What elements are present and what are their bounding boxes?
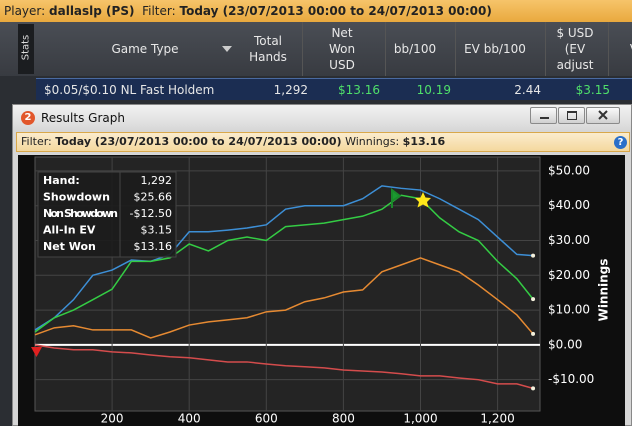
- stat-label: All-In EV: [43, 224, 96, 237]
- label: Filter:: [142, 4, 176, 18]
- filter-bar: Filter: Today (23/07/2013 00:00 to 24/07…: [16, 132, 630, 152]
- x-tick-label: 400: [178, 412, 201, 426]
- column-header[interactable]: Total Hands: [249, 34, 287, 64]
- cell: $13.16: [338, 83, 380, 97]
- column-header[interactable]: Net Won USD: [328, 26, 356, 72]
- series-line: [34, 257, 534, 339]
- label: Filter:: [21, 135, 52, 148]
- y-tick-label: $20.00: [548, 268, 590, 282]
- minimize-button[interactable]: [530, 107, 557, 124]
- end-point: [531, 331, 536, 336]
- window-number: 2: [21, 111, 35, 125]
- stat-label: Showdown: [43, 191, 110, 204]
- window-title-bar: 2 Results Graph: [13, 105, 631, 130]
- column-header[interactable]: EV bb/100: [464, 42, 526, 56]
- end-point: [531, 253, 536, 258]
- series-line: [34, 194, 534, 333]
- maximize-button[interactable]: [558, 107, 585, 124]
- label: Winnings:: [345, 135, 400, 148]
- x-tick-label: 1,000: [403, 412, 437, 426]
- filter: Today (23/07/2013 00:00 to 24/07/2013 00…: [55, 135, 342, 148]
- tab-label[interactable]: Stats: [20, 34, 32, 61]
- max-marker: [415, 192, 431, 208]
- player: dallaslp (PS): [49, 4, 135, 18]
- stat-value: $13.16: [134, 240, 173, 253]
- results-chart: Winnings $50.00 $40.00 $30.00 $20.00 $10.00 $…: [18, 155, 625, 426]
- label: Player:: [4, 4, 46, 18]
- x-tick-label: 800: [332, 412, 355, 426]
- help-icon[interactable]: ?: [614, 136, 627, 149]
- stats-tab[interactable]: Stats: [18, 24, 34, 74]
- y-tick-label: $0.00: [548, 337, 582, 351]
- stat-label: Hand:: [43, 174, 80, 187]
- y-tick-label: $10.00: [548, 303, 590, 317]
- column-header[interactable]: V: [624, 22, 632, 76]
- y-tick-label: -$10.00: [548, 372, 594, 386]
- window-title: Results Graph: [41, 111, 125, 125]
- stat-value: $25.66: [134, 191, 173, 204]
- stat-value: $3.15: [141, 224, 173, 237]
- y-tick-label: $30.00: [548, 233, 590, 247]
- cell: 2.44: [514, 83, 541, 97]
- stat-label: Net Won: [43, 240, 96, 253]
- x-tick-label: 1,200: [480, 412, 514, 426]
- stat-value: 1,292: [141, 174, 173, 187]
- x-tick-label: 200: [101, 412, 124, 426]
- flag-marker: [391, 188, 402, 208]
- cell: 10.19: [416, 83, 451, 97]
- winnings: $13.16: [402, 135, 446, 148]
- end-point: [531, 297, 536, 302]
- x-tick-label: 600: [255, 412, 278, 426]
- filter-header: Player: dallaslp (PS) Filter: Today (23/…: [0, 0, 632, 22]
- y-tick-label: $40.00: [548, 198, 590, 212]
- column-header[interactable]: bb/100: [393, 42, 437, 56]
- series-line: [34, 344, 534, 390]
- y-axis-label: Winnings: [597, 259, 611, 322]
- min-marker: [31, 347, 42, 357]
- filter: Today (23/07/2013 00:00 to 24/07/2013 00…: [179, 4, 492, 18]
- cell: $0.05/$0.10 NL Fast Holdem: [44, 83, 215, 97]
- dropdown-arrow[interactable]: [222, 46, 232, 52]
- stat-label: Non Showdown: [43, 207, 118, 220]
- table-row[interactable]: $0.05/$0.10 NL Fast Holdem 1,292 $13.16 …: [36, 78, 632, 100]
- column-header[interactable]: $ USD (EV adjust: [556, 26, 594, 72]
- y-tick-label: $50.00: [548, 163, 590, 177]
- cell: 1,292: [273, 83, 308, 97]
- stat-value: -$12.50: [130, 207, 172, 220]
- table-header: Game Type Total Hands Net Won USD bb/100…: [0, 22, 632, 76]
- end-point: [531, 386, 536, 391]
- cell: $3.15: [575, 83, 610, 97]
- column-header[interactable]: Game Type: [111, 42, 179, 56]
- series-line: [34, 185, 534, 331]
- close-button[interactable]: [586, 107, 620, 124]
